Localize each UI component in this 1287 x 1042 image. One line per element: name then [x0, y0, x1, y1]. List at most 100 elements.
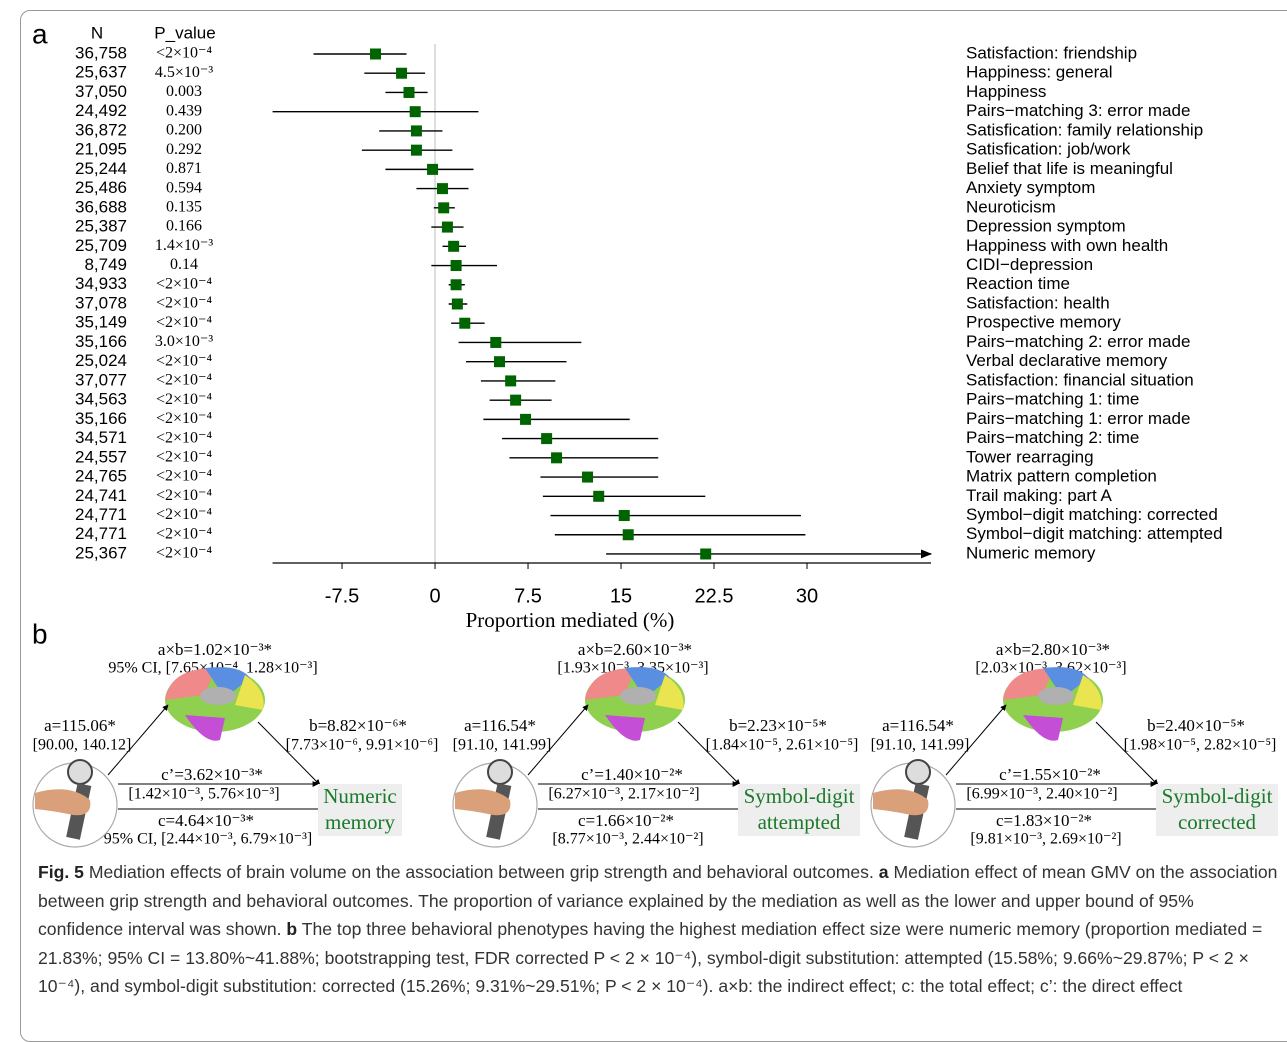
outcome-label: corrected	[1178, 810, 1257, 834]
c-ci-label: [8.77×10⁻³, 2.44×10⁻²]	[552, 831, 703, 848]
c-label: c=1.66×10⁻²*	[578, 811, 674, 830]
outcome-label: Symbol-digit	[744, 784, 855, 808]
dynamometer-gauge	[905, 759, 931, 785]
n-label: 24,771	[75, 505, 127, 524]
estimate-point	[451, 298, 463, 310]
estimate-point	[438, 202, 450, 214]
outcome-label: Symbol-digit	[1162, 784, 1273, 808]
brain-region	[625, 667, 670, 698]
c-label: c=1.83×10⁻²*	[996, 811, 1092, 830]
n-label: 24,557	[75, 447, 127, 466]
p-value-label: 0.135	[166, 199, 202, 216]
brain-core	[200, 687, 236, 705]
caption-text: Mediation effect of mean GMV on the asso…	[38, 862, 1278, 939]
estimate-point	[410, 144, 422, 156]
estimate-point	[618, 510, 630, 522]
estimate-point	[410, 125, 422, 137]
p-value-label: <2×10⁻⁴	[156, 468, 212, 485]
hand-shape	[873, 789, 929, 816]
estimate-point	[459, 317, 471, 329]
row-label: Pairs−matching 3: error made	[966, 101, 1190, 120]
n-label: 36,872	[75, 120, 127, 139]
row-label: Depression symptom	[966, 217, 1126, 236]
x-tick-label: 30	[796, 585, 818, 607]
n-label: 25,637	[75, 63, 127, 82]
p-value-label: <2×10⁻⁴	[156, 429, 212, 446]
brainstem	[1023, 715, 1063, 741]
p-value-label: 3.0×10⁻³	[155, 333, 213, 350]
row-label: Prospective memory	[966, 313, 1121, 332]
panel-label: a	[32, 18, 48, 49]
p-value-label: 0.200	[166, 122, 202, 139]
estimate-point	[436, 183, 448, 195]
estimate-point	[541, 433, 553, 445]
estimate-point	[593, 490, 605, 502]
n-label: 25,387	[75, 217, 127, 236]
caption-label: a	[878, 862, 889, 882]
estimate-point	[450, 260, 462, 272]
p-value-label: 0.003	[166, 83, 202, 100]
row-label: Happiness: general	[966, 63, 1112, 82]
p-value-label: <2×10⁻⁴	[156, 295, 212, 312]
estimate-point	[551, 452, 563, 464]
p-value-label: <2×10⁻⁴	[156, 391, 212, 408]
a-label: a=116.54*	[464, 716, 536, 735]
row-label: Happiness	[966, 82, 1046, 101]
panel-label: b	[32, 618, 48, 649]
brain-region	[655, 675, 684, 710]
p-value-label: 0.292	[166, 141, 202, 158]
estimate-point	[370, 48, 382, 60]
figure: a b N P_value -7.5 0 7.5 15 22.5 30 Proportion m…	[32, 18, 1278, 848]
path-a-arrow	[945, 704, 1007, 776]
brain-image	[585, 667, 685, 741]
path-b-arrow	[1095, 721, 1159, 786]
n-label: 21,095	[75, 140, 127, 159]
n-label: 35,149	[75, 313, 127, 332]
brain-region	[235, 675, 264, 710]
estimate-point	[494, 356, 506, 368]
ab-label: a×b=2.80×10⁻³*	[996, 640, 1110, 659]
row-label: Belief that life is meaningful	[966, 159, 1173, 178]
row-label: Satisfication: job/work	[966, 140, 1131, 159]
row-label: Pairs−matching 1: error made	[966, 409, 1190, 428]
row-label: Neuroticism	[966, 197, 1056, 216]
a-ci-label: [91.10, 141.99]	[871, 737, 970, 754]
estimate-point	[450, 279, 462, 291]
caption: Fig. 5 Mediation effects of brain volume…	[38, 858, 1283, 1001]
n-label: 25,486	[75, 178, 127, 197]
row-label: Matrix pattern completion	[966, 467, 1157, 486]
estimate-point	[490, 336, 502, 348]
row-label: Satisfaction: health	[966, 293, 1110, 312]
row-label: Pairs−matching 2: error made	[966, 332, 1190, 351]
n-label: 24,492	[75, 101, 127, 120]
estimate-point	[622, 529, 634, 541]
p-value-label: <2×10⁻⁴	[156, 45, 212, 62]
row-label: Symbol−digit matching: attempted	[966, 524, 1223, 543]
b-ci-label: [1.84×10⁻⁵, 2.61×10⁻⁵]	[706, 737, 859, 754]
brain-region	[1043, 667, 1088, 698]
row-label: CIDI−depression	[966, 255, 1093, 274]
path-a-arrow	[527, 704, 589, 776]
row-label: Happiness with own health	[966, 236, 1168, 255]
row-label: Tower rearraging	[966, 447, 1094, 466]
row-label: Symbol−digit matching: corrected	[966, 505, 1218, 524]
brain-core	[1038, 687, 1074, 705]
c-prime-ci-label: [6.27×10⁻³, 2.17×10⁻²]	[548, 786, 699, 803]
a-label: a=116.54*	[882, 716, 954, 735]
estimate-point	[427, 163, 439, 175]
row-label: Verbal declarative memory	[966, 351, 1168, 370]
b-ci-label: [7.73×10⁻⁶, 9.91×10⁻⁶]	[286, 737, 439, 754]
n-label: 34,563	[75, 390, 127, 409]
n-label: 24,765	[75, 467, 127, 486]
hand-image	[452, 759, 538, 848]
estimate-point	[582, 471, 594, 483]
x-tick-label: 22.5	[695, 585, 734, 607]
n-label: 36,688	[75, 197, 127, 216]
fig-label: Fig. 5	[38, 862, 84, 882]
outcome-label: Numeric	[323, 784, 396, 808]
ab-label: a×b=1.02×10⁻³*	[158, 640, 272, 659]
row-label: Trail making: part A	[966, 486, 1112, 505]
a-ci-label: [91.10, 141.99]	[453, 737, 552, 754]
p-value-label: <2×10⁻⁴	[156, 506, 212, 523]
